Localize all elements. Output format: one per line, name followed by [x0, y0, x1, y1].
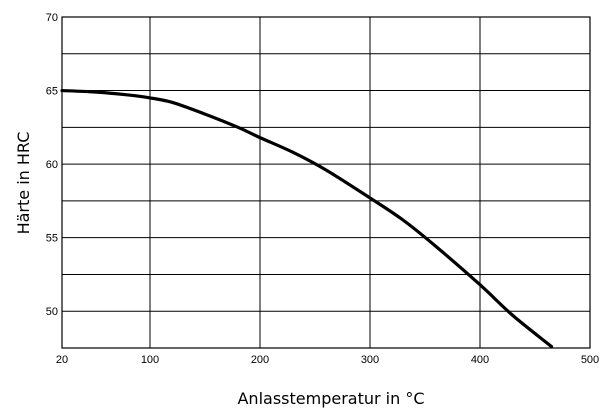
hardness-curve [62, 91, 552, 347]
y-tick-labels: 50 55 60 65 70 [46, 12, 58, 318]
y-tick-label: 50 [46, 306, 58, 318]
y-tick-label: 70 [46, 12, 58, 24]
x-tick-label: 200 [251, 354, 269, 366]
x-tick-label: 300 [361, 354, 379, 366]
x-tick-label: 100 [141, 354, 159, 366]
y-axis-title: Härte in HRC [14, 132, 33, 235]
y-tick-label: 65 [46, 86, 58, 98]
x-tick-label: 500 [581, 354, 599, 366]
x-tick-labels: 20 100 200 300 400 500 [56, 354, 599, 366]
y-tick-label: 55 [46, 233, 58, 245]
x-tick-label: 400 [471, 354, 489, 366]
plot-area-frame [62, 17, 590, 348]
x-tick-label: 20 [56, 354, 68, 366]
grid-lines [62, 17, 590, 348]
x-axis-title: Anlasstemperatur in °C [237, 389, 424, 408]
y-tick-label: 60 [46, 159, 58, 171]
